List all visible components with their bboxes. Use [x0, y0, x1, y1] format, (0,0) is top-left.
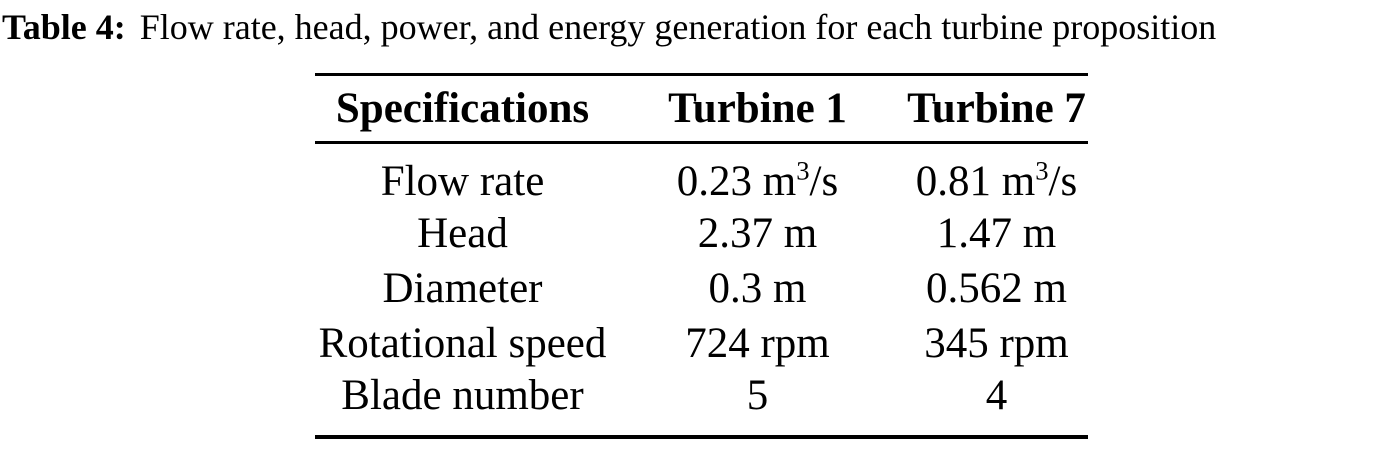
row-label-flow-rate: Flow rate	[315, 143, 610, 207]
value-text: 2.37 m	[697, 210, 818, 257]
value-text: 345 rpm	[924, 320, 1069, 367]
unit-suffix: /s	[809, 158, 839, 205]
table-row-head: Head 2.37 m 1.47 m	[315, 206, 1088, 261]
table-row-rotational-speed: Rotational speed 724 rpm 345 rpm	[315, 316, 1088, 371]
blade-number-turbine-1-value: 5	[610, 371, 905, 437]
row-label-text: Flow rate	[380, 158, 545, 205]
rotational-speed-turbine-1-value: 724 rpm	[610, 316, 905, 371]
value-text: 4	[985, 372, 1008, 419]
row-label-diameter: Diameter	[315, 261, 610, 316]
row-label-text: Rotational speed	[318, 320, 607, 367]
table-caption: Table 4: Flow rate, head, power, and ener…	[2, 1, 1398, 53]
table-caption-label: Table 4:	[2, 7, 126, 47]
value-text: 724 rpm	[685, 320, 830, 367]
unit-superscript: 3	[796, 155, 810, 186]
head-turbine-1-value: 2.37 m	[610, 206, 905, 261]
header-row: Specifications Turbine 1 Turbine 7	[315, 74, 1088, 144]
row-label-text: Blade number	[341, 372, 584, 419]
specifications-table: Specifications Turbine 1 Turbine 7 Flow …	[315, 73, 1088, 439]
table-row-flow-rate: Flow rate 0.23 m3/s 0.81 m3/s	[315, 143, 1088, 207]
value-text: 0.562 m	[926, 265, 1067, 312]
value-text: 5	[746, 372, 769, 419]
flow-rate-turbine-7-value: 0.81 m3/s	[905, 143, 1088, 207]
blade-number-turbine-7-value: 4	[905, 371, 1088, 437]
row-label-rotational-speed: Rotational speed	[315, 316, 610, 371]
row-label-text: Head	[417, 210, 508, 257]
row-label-head: Head	[315, 206, 610, 261]
column-header-turbine-1: Turbine 1	[610, 74, 905, 144]
unit-suffix: /s	[1048, 158, 1078, 205]
value-text: 1.47 m	[936, 210, 1057, 257]
table-row-blade-number: Blade number 5 4	[315, 371, 1088, 437]
row-label-blade-number: Blade number	[315, 371, 610, 437]
table-row-diameter: Diameter 0.3 m 0.562 m	[315, 261, 1088, 316]
table-caption-text: Flow rate, head, power, and energy gener…	[139, 7, 1217, 47]
specifications-table-container: Specifications Turbine 1 Turbine 7 Flow …	[315, 73, 1088, 439]
head-turbine-7-value: 1.47 m	[905, 206, 1088, 261]
unit-superscript: 3	[1035, 155, 1049, 186]
value-text: 0.3 m	[708, 265, 807, 312]
diameter-turbine-7-value: 0.562 m	[905, 261, 1088, 316]
diameter-turbine-1-value: 0.3 m	[610, 261, 905, 316]
column-header-specifications: Specifications	[315, 74, 610, 144]
value-text: 0.81 m	[915, 158, 1036, 205]
value-text: 0.23 m	[676, 158, 797, 205]
column-header-turbine-7: Turbine 7	[905, 74, 1088, 144]
row-label-text: Diameter	[382, 265, 543, 312]
flow-rate-turbine-1-value: 0.23 m3/s	[610, 143, 905, 207]
rotational-speed-turbine-7-value: 345 rpm	[905, 316, 1088, 371]
